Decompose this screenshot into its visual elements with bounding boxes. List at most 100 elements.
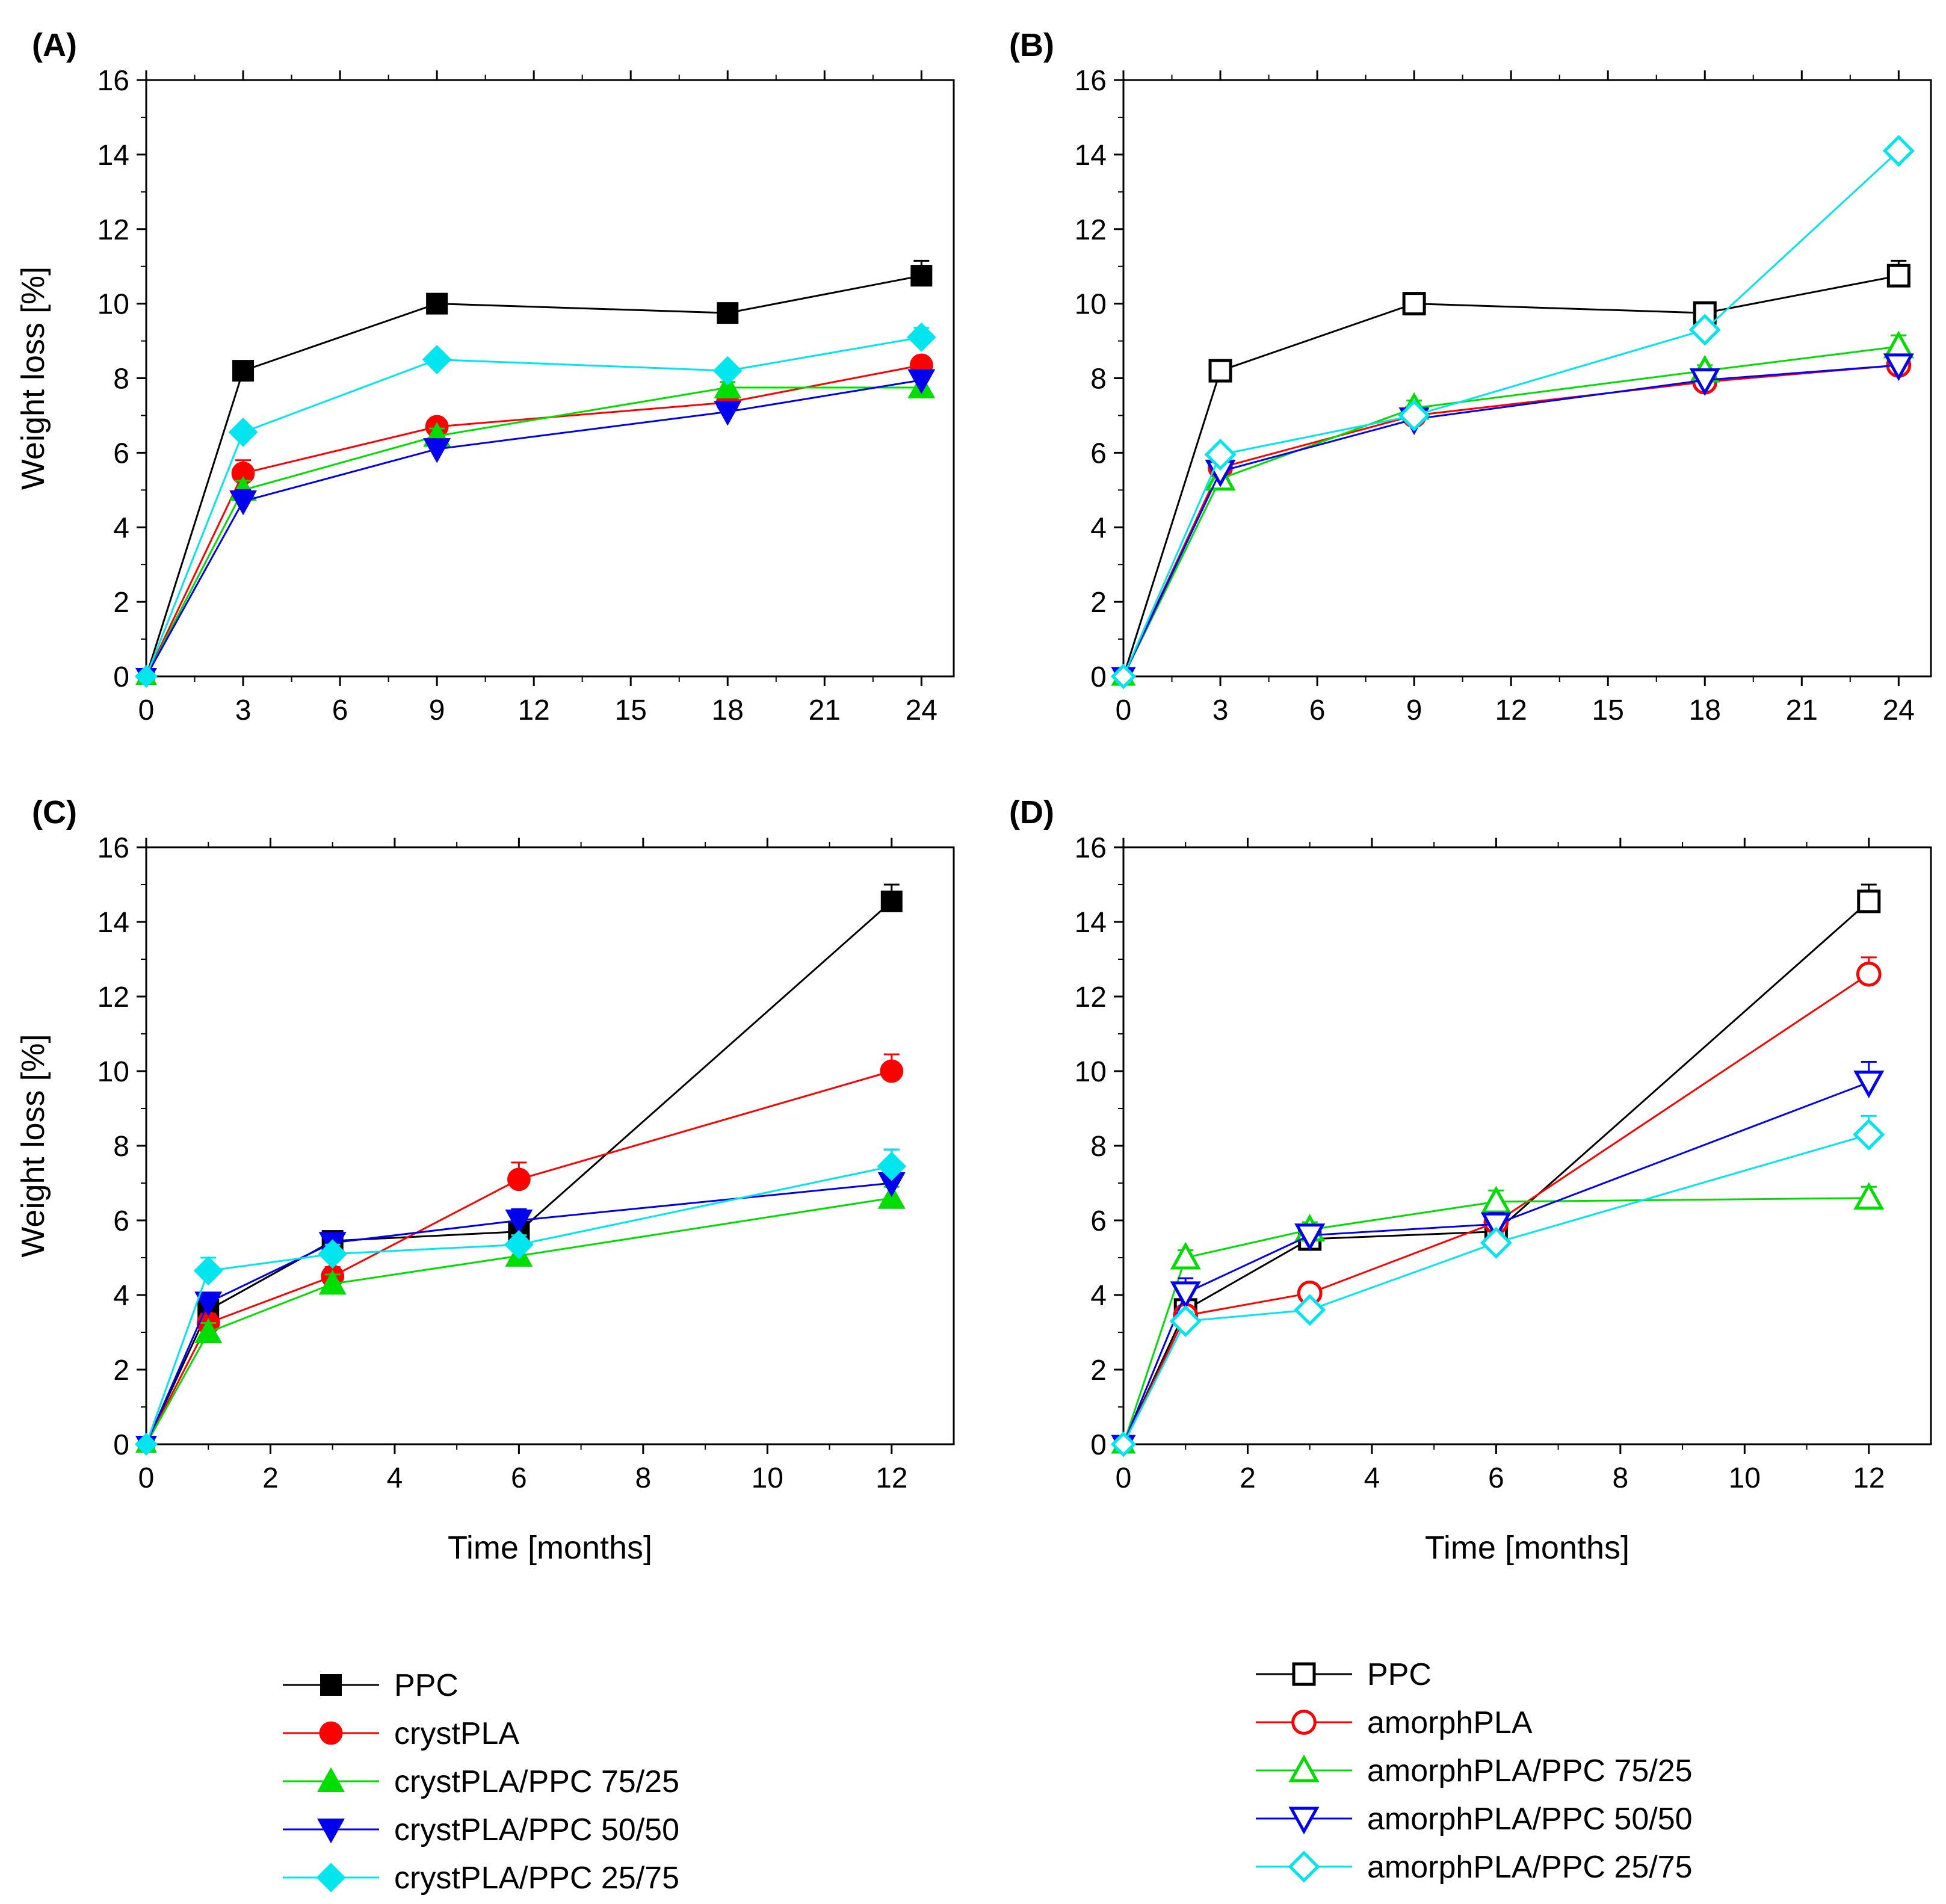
legend-label: crystPLA/PPC 75/25 (394, 1764, 679, 1799)
legend-marker (1288, 1807, 1320, 1835)
x-tick-label: 12 (876, 1462, 907, 1494)
x-tick-label: 6 (332, 694, 348, 726)
x-tick-label: 12 (1495, 694, 1527, 726)
x-tick-label: 15 (1592, 694, 1624, 726)
data-point (712, 356, 743, 386)
data-point (1110, 663, 1137, 690)
legend-marker (1292, 1662, 1316, 1686)
data-point (1883, 330, 1914, 359)
data-point (880, 1059, 904, 1083)
y-tick-label: 12 (97, 981, 129, 1013)
x-tick-label: 24 (1883, 694, 1915, 726)
y-tick-label: 6 (113, 437, 129, 469)
x-tick-label: 0 (138, 1462, 155, 1494)
legend-label: amorphPLA/PPC 25/75 (1367, 1850, 1693, 1885)
data-point (1689, 368, 1720, 396)
y-tick-label: 2 (113, 587, 129, 619)
legend-marker (319, 1721, 343, 1745)
plot-frame (1122, 846, 1932, 1445)
x-axis-title: Time [months] (448, 1530, 652, 1566)
x-tick-label: 12 (517, 694, 549, 726)
legend-item: amorphPLA/PPC 25/75 (1256, 1850, 1693, 1885)
x-tick-label: 10 (1729, 1462, 1761, 1494)
y-tick-label: 6 (1090, 1205, 1107, 1237)
data-point (1480, 1226, 1512, 1259)
data-point (1110, 1431, 1137, 1457)
data-point (229, 490, 257, 516)
data-point (318, 1239, 348, 1269)
series-4 (135, 1148, 906, 1456)
data-point (714, 373, 742, 398)
series-line (1122, 274, 1899, 677)
legend-label: crystPLA (394, 1716, 519, 1751)
series-line (1122, 1081, 1870, 1445)
y-tick-label: 2 (1090, 587, 1107, 619)
y-tick-label: 14 (1075, 140, 1107, 172)
data-point (907, 369, 936, 394)
y-tick-label: 16 (1075, 65, 1107, 97)
x-tick-label: 12 (1853, 1462, 1885, 1494)
y-tick-label: 4 (1090, 512, 1107, 544)
legend-item: amorphPLA/PPC 50/50 (1256, 1802, 1693, 1837)
data-point (877, 1151, 907, 1181)
x-tick-label: 9 (429, 694, 445, 726)
x-tick-label: 10 (752, 1462, 783, 1494)
y-tick-label: 8 (1090, 1131, 1107, 1163)
y-tick-label: 8 (113, 363, 129, 395)
series-5 (1110, 135, 1915, 690)
series-line (1122, 364, 1899, 677)
data-point (1204, 438, 1237, 471)
data-point (1853, 1182, 1885, 1210)
y-tick-label: 10 (1075, 289, 1107, 321)
data-point (906, 323, 936, 352)
data-point (426, 292, 448, 315)
x-tick-label: 0 (1116, 694, 1132, 726)
x-tick-label: 0 (1116, 1462, 1132, 1494)
legend-item: crystPLA/PPC 25/75 (283, 1861, 679, 1896)
legend-marker (317, 1767, 345, 1792)
x-tick-label: 3 (235, 694, 252, 726)
y-tick-label: 2 (113, 1355, 129, 1386)
series-1 (1114, 883, 1881, 1454)
series-line (145, 386, 922, 677)
y-tick-label: 12 (97, 214, 129, 246)
x-tick-label: 3 (1212, 694, 1229, 726)
x-tick-label: 18 (712, 694, 744, 726)
x-tick-label: 6 (1488, 1462, 1504, 1494)
legend-label: amorphPLA/PPC 75/25 (1367, 1754, 1693, 1788)
y-tick-label: 6 (1090, 437, 1107, 469)
series-5 (135, 1148, 907, 1456)
legend-item: PPC (1256, 1657, 1432, 1692)
y-tick-label: 10 (1075, 1056, 1107, 1088)
data-point (1883, 353, 1914, 382)
data-point (232, 360, 255, 382)
y-tick-label: 10 (97, 289, 129, 321)
y-tick-label: 16 (1075, 832, 1107, 864)
data-point (422, 345, 452, 374)
y-tick-label: 16 (97, 65, 129, 97)
data-point (1886, 264, 1910, 288)
x-tick-label: 6 (511, 1462, 527, 1494)
x-tick-label: 2 (262, 1462, 279, 1494)
data-point (135, 665, 158, 688)
series-line (1122, 150, 1900, 677)
y-tick-label: 2 (1090, 1355, 1107, 1386)
data-point (504, 1229, 534, 1260)
data-point (228, 417, 258, 447)
x-tick-label: 24 (906, 694, 937, 726)
data-point (318, 1270, 347, 1295)
data-point (1853, 1118, 1885, 1151)
legend-marker (1288, 1754, 1320, 1782)
series-line (1122, 345, 1899, 677)
series-line (1122, 900, 1870, 1445)
legend-label: crystPLA/PPC 25/75 (394, 1861, 679, 1896)
data-point (193, 1256, 223, 1286)
series-2 (137, 353, 933, 686)
series-1 (1114, 259, 1910, 686)
legend-marker (316, 1862, 346, 1893)
data-point (507, 1167, 531, 1192)
y-axis-title: Weight loss [%] (15, 1034, 51, 1257)
